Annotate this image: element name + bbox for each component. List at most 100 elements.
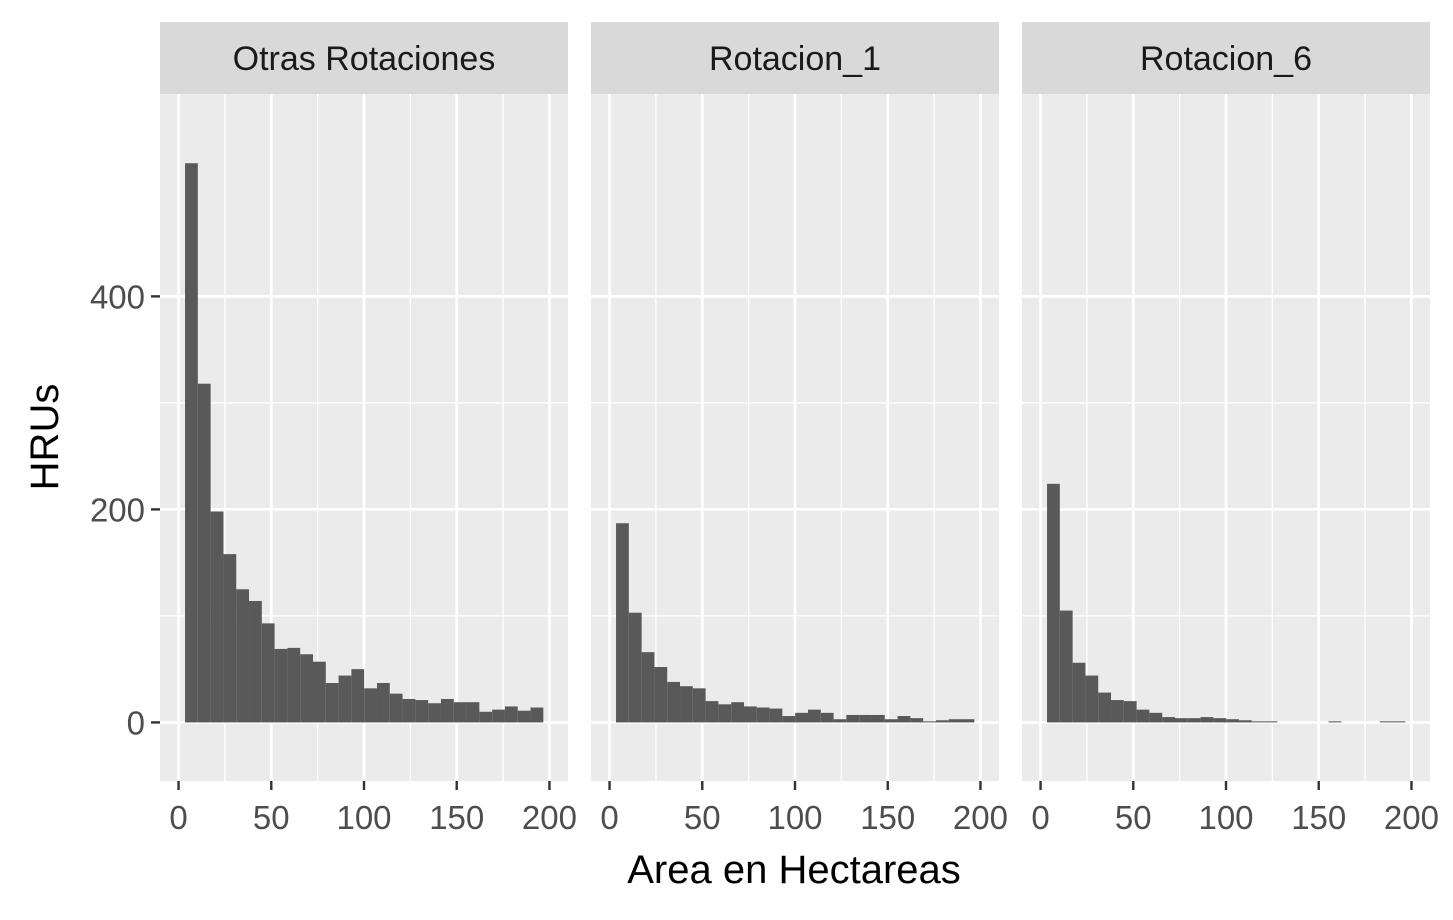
histogram-bar bbox=[185, 163, 198, 723]
histogram-bar bbox=[731, 702, 744, 723]
histogram-bar bbox=[1085, 675, 1099, 723]
histogram-bar bbox=[440, 698, 454, 723]
histogram-bar bbox=[769, 708, 783, 723]
x-tick-label: 150 bbox=[1291, 799, 1346, 836]
histogram-bar bbox=[718, 704, 732, 723]
histogram-bar bbox=[389, 693, 403, 723]
y-tick-label: 0 bbox=[127, 704, 145, 741]
histogram-bar bbox=[1187, 718, 1201, 723]
histogram-bar bbox=[236, 589, 250, 723]
x-tick-label: 50 bbox=[684, 799, 721, 836]
histogram-bar bbox=[961, 719, 975, 723]
x-axis-title: Area en Hectareas bbox=[627, 848, 961, 892]
histogram-bar bbox=[479, 711, 493, 723]
histogram-bar bbox=[210, 511, 224, 723]
x-tick-label: 0 bbox=[169, 799, 187, 836]
histogram-bar bbox=[249, 600, 262, 723]
histogram-bar bbox=[338, 675, 352, 723]
histogram-bar bbox=[871, 714, 885, 723]
facet-strip-label: Otras Rotaciones bbox=[233, 40, 496, 78]
histogram-bar bbox=[756, 707, 770, 723]
histogram-bar bbox=[428, 703, 441, 723]
histogram-bar bbox=[910, 718, 924, 723]
histogram-bar bbox=[1149, 712, 1163, 723]
histogram-bar bbox=[197, 383, 211, 723]
histogram-bar bbox=[884, 719, 898, 723]
histogram-bar bbox=[504, 706, 518, 723]
x-tick-label: 100 bbox=[336, 799, 391, 836]
histogram-bar bbox=[846, 714, 860, 723]
histogram-bar bbox=[744, 706, 757, 723]
histogram-bar bbox=[1226, 719, 1239, 723]
x-tick-label: 150 bbox=[429, 799, 484, 836]
histogram-bar bbox=[453, 702, 467, 723]
y-tick-label: 400 bbox=[90, 278, 145, 315]
x-tick-label: 50 bbox=[1115, 799, 1152, 836]
histogram-bar bbox=[274, 648, 288, 723]
histogram-bar bbox=[1136, 709, 1150, 723]
x-tick-label: 150 bbox=[860, 799, 915, 836]
histogram-bar bbox=[1072, 662, 1086, 723]
histogram-bar bbox=[820, 712, 834, 723]
histogram-bar bbox=[1200, 717, 1214, 723]
histogram-bar bbox=[1175, 718, 1188, 723]
histogram-bar bbox=[351, 669, 365, 723]
histogram-bar bbox=[782, 716, 796, 723]
x-tick-label: 200 bbox=[953, 799, 1008, 836]
facet-strip-label: Rotacion_6 bbox=[1140, 40, 1312, 78]
histogram-bar bbox=[261, 623, 275, 723]
histogram-bar bbox=[517, 710, 531, 723]
histogram-bar bbox=[897, 716, 911, 723]
histogram-bar bbox=[1392, 721, 1406, 723]
histogram-bar bbox=[376, 683, 390, 723]
facet-strip bbox=[591, 22, 999, 94]
histogram-bar bbox=[313, 661, 326, 723]
histogram-bar bbox=[287, 647, 301, 723]
histogram-bar bbox=[692, 688, 706, 723]
histogram-bar bbox=[705, 701, 719, 723]
x-tick-label: 50 bbox=[253, 799, 290, 836]
histogram-bar bbox=[807, 709, 821, 723]
histogram-bar bbox=[1111, 700, 1124, 723]
histogram-bar bbox=[795, 712, 808, 723]
histogram-bar bbox=[667, 681, 681, 723]
histogram-bar bbox=[628, 612, 642, 723]
histogram-bar bbox=[1238, 720, 1252, 723]
x-tick-label: 200 bbox=[522, 799, 577, 836]
histogram-bar bbox=[492, 709, 505, 723]
histogram-bar bbox=[680, 686, 693, 723]
facet-panel-3: Rotacion_6 0 50 100 150 200 bbox=[1022, 22, 1439, 836]
histogram-bar bbox=[1213, 718, 1227, 723]
histogram-bar bbox=[833, 719, 847, 723]
histogram-bar bbox=[948, 719, 962, 723]
histogram-bar bbox=[300, 654, 313, 723]
histogram-bar bbox=[1328, 721, 1342, 723]
histogram-bar bbox=[654, 667, 668, 723]
histogram-bar bbox=[223, 554, 237, 723]
histogram-bar bbox=[530, 707, 544, 723]
y-axis-title: HRUs bbox=[23, 384, 67, 491]
x-tick-label: 200 bbox=[1384, 799, 1439, 836]
histogram-bar bbox=[402, 698, 416, 723]
facet-panel-1: Otras Rotaciones 0 50 100 150 200 0 200 400 bbox=[90, 22, 577, 836]
histogram-bar bbox=[1098, 692, 1112, 723]
histogram-bar bbox=[1379, 721, 1393, 723]
facet-strip bbox=[160, 22, 568, 94]
x-tick-label: 100 bbox=[767, 799, 822, 836]
histogram-bar bbox=[1264, 721, 1278, 723]
histogram-bar bbox=[415, 700, 429, 723]
histogram-bar bbox=[1123, 701, 1137, 723]
x-tick-label: 100 bbox=[1198, 799, 1253, 836]
histogram-bar bbox=[641, 652, 655, 723]
facet-strip bbox=[1022, 22, 1430, 94]
histogram-bar bbox=[466, 702, 480, 723]
histogram-bar bbox=[935, 720, 949, 723]
facet-panel-2: Rotacion_1 0 50 100 150 200 bbox=[591, 22, 1008, 836]
histogram-bar bbox=[1251, 721, 1265, 723]
histogram-bar bbox=[859, 714, 872, 723]
histogram-bar bbox=[1059, 610, 1073, 723]
histogram-bar bbox=[616, 523, 629, 723]
x-tick-label: 0 bbox=[600, 799, 618, 836]
